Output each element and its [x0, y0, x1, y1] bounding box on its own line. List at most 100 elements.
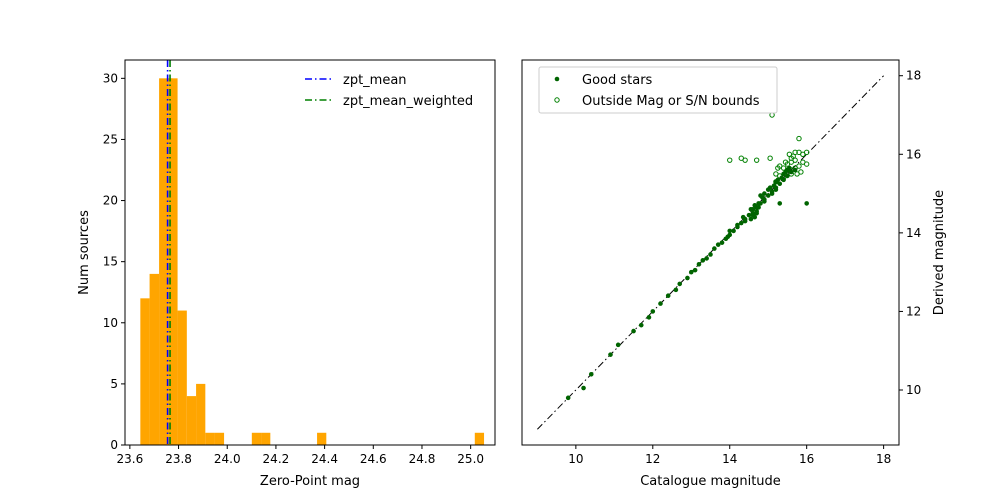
- good-star-point: [752, 214, 758, 220]
- y-tick-label: 14: [906, 226, 921, 240]
- x-tick-label: 16: [799, 452, 814, 466]
- outside-bounds-point: [798, 169, 804, 175]
- x-tick-label: 24.6: [360, 452, 387, 466]
- good-star-point: [779, 175, 784, 181]
- scatter-legend-box: [538, 66, 778, 114]
- good-star-point: [752, 203, 758, 208]
- good-star-point: [762, 199, 767, 204]
- y-tick-label: 15: [103, 255, 118, 269]
- good-star-point: [715, 242, 721, 247]
- y-tick-label: 10: [103, 316, 118, 330]
- good-star-point: [738, 220, 744, 226]
- good-star-point: [804, 201, 809, 206]
- good-star-point: [785, 173, 790, 179]
- good-star-point: [638, 322, 644, 328]
- good-star-point: [746, 212, 752, 218]
- outside-bounds-point: [767, 155, 773, 161]
- y-tick-label: 30: [103, 71, 118, 85]
- x-tick-label: 24.8: [409, 452, 436, 466]
- histogram-bar: [177, 310, 187, 445]
- good-star-point: [615, 342, 621, 348]
- legend-marker-good-stars: [554, 76, 560, 82]
- y-tick-label: 12: [906, 304, 921, 318]
- good-star-point: [765, 193, 771, 198]
- histogram-y-axis-label: Num sources: [77, 210, 92, 295]
- good-star-point: [688, 269, 694, 275]
- good-star-point: [646, 315, 652, 320]
- good-star-point: [650, 309, 656, 314]
- outside-bounds-point: [800, 151, 806, 157]
- histogram-bar: [140, 298, 150, 445]
- outside-bounds-point: [775, 165, 781, 171]
- good-star-point: [696, 261, 702, 267]
- x-tick-label: 18: [876, 452, 891, 466]
- good-star-point: [788, 169, 794, 175]
- legend-label-good-stars: Good stars: [582, 73, 653, 88]
- outside-bounds-point: [782, 159, 789, 165]
- scatter-y-ticks: 10 12 14 16 18: [899, 69, 921, 397]
- x-tick-label: 12: [645, 452, 660, 466]
- good-star-point: [767, 185, 773, 190]
- histogram-bar: [186, 396, 197, 445]
- outside-bounds-point: [796, 163, 802, 169]
- x-tick-label: 24.2: [263, 452, 290, 466]
- good-star-point: [771, 183, 777, 189]
- x-tick-label: 14: [722, 452, 737, 466]
- x-tick-label: 23.6: [117, 452, 144, 466]
- scatter-axes-frame: [521, 59, 900, 446]
- y-tick-label: 25: [103, 132, 118, 146]
- y-tick-label: 10: [906, 383, 921, 397]
- good-star-point: [735, 222, 740, 228]
- good-star-point: [775, 177, 781, 183]
- histogram-axes-frame: [124, 59, 496, 446]
- scatter-x-ticks: 10 12 14 16 18: [568, 445, 891, 466]
- good-star-point: [783, 169, 788, 175]
- histogram-bar: [205, 432, 215, 445]
- x-tick-label: 24.4: [311, 452, 338, 466]
- good-star-point: [740, 214, 746, 220]
- good-star-point: [608, 352, 613, 357]
- outside-bounds-point: [727, 157, 733, 163]
- outside-bounds-point: [803, 161, 810, 167]
- good-star-point: [787, 165, 792, 171]
- good-star-point: [762, 191, 767, 196]
- outside-bounds-point: [796, 135, 802, 142]
- histogram-bar: [251, 432, 262, 445]
- histogram-bar: [168, 78, 178, 445]
- scatter-y-axis-label: Derived magnitude: [932, 190, 947, 315]
- good-star-point: [727, 228, 733, 234]
- good-star-point: [756, 205, 761, 210]
- good-star-point: [742, 218, 748, 224]
- good-star-point: [565, 395, 571, 401]
- histogram-bar: [474, 432, 485, 445]
- legend-label-zpt-mean: zpt_mean: [343, 73, 407, 88]
- good-star-point: [756, 201, 761, 206]
- histogram-y-ticks: 0 5 10 15 20 25 30: [103, 71, 125, 452]
- histogram-bar: [159, 78, 169, 445]
- outside-bounds-point: [753, 157, 760, 163]
- legend-label-outside-bounds: Outside Mag or S/N bounds: [582, 94, 760, 109]
- good-star-point: [773, 187, 779, 192]
- histogram-x-axis-label: Zero-Point mag: [260, 474, 360, 489]
- good-star-point: [725, 234, 731, 240]
- good-star-point: [708, 252, 713, 257]
- good-star-point: [719, 240, 725, 245]
- histogram-bar: [261, 432, 271, 445]
- good-star-point: [748, 216, 754, 222]
- histogram-bar: [149, 273, 160, 445]
- x-tick-label: 10: [568, 452, 583, 466]
- scatter-points-good-stars: [565, 165, 809, 401]
- good-star-point: [658, 301, 663, 306]
- y-tick-label: 16: [906, 147, 921, 161]
- outside-bounds-point: [742, 157, 748, 163]
- histogram-legend: zpt_mean zpt_mean_weighted: [305, 73, 473, 109]
- histogram-bar: [317, 432, 327, 445]
- scatter-legend: Good stars Outside Mag or S/N bounds: [538, 66, 778, 114]
- x-tick-label: 25.0: [457, 452, 484, 466]
- good-star-point: [631, 328, 636, 334]
- y-tick-label: 0: [110, 438, 118, 452]
- histogram-mean-lines: [166, 60, 173, 445]
- good-star-point: [792, 167, 798, 173]
- legend-marker-outside-bounds: [554, 97, 560, 103]
- good-star-point: [588, 371, 594, 377]
